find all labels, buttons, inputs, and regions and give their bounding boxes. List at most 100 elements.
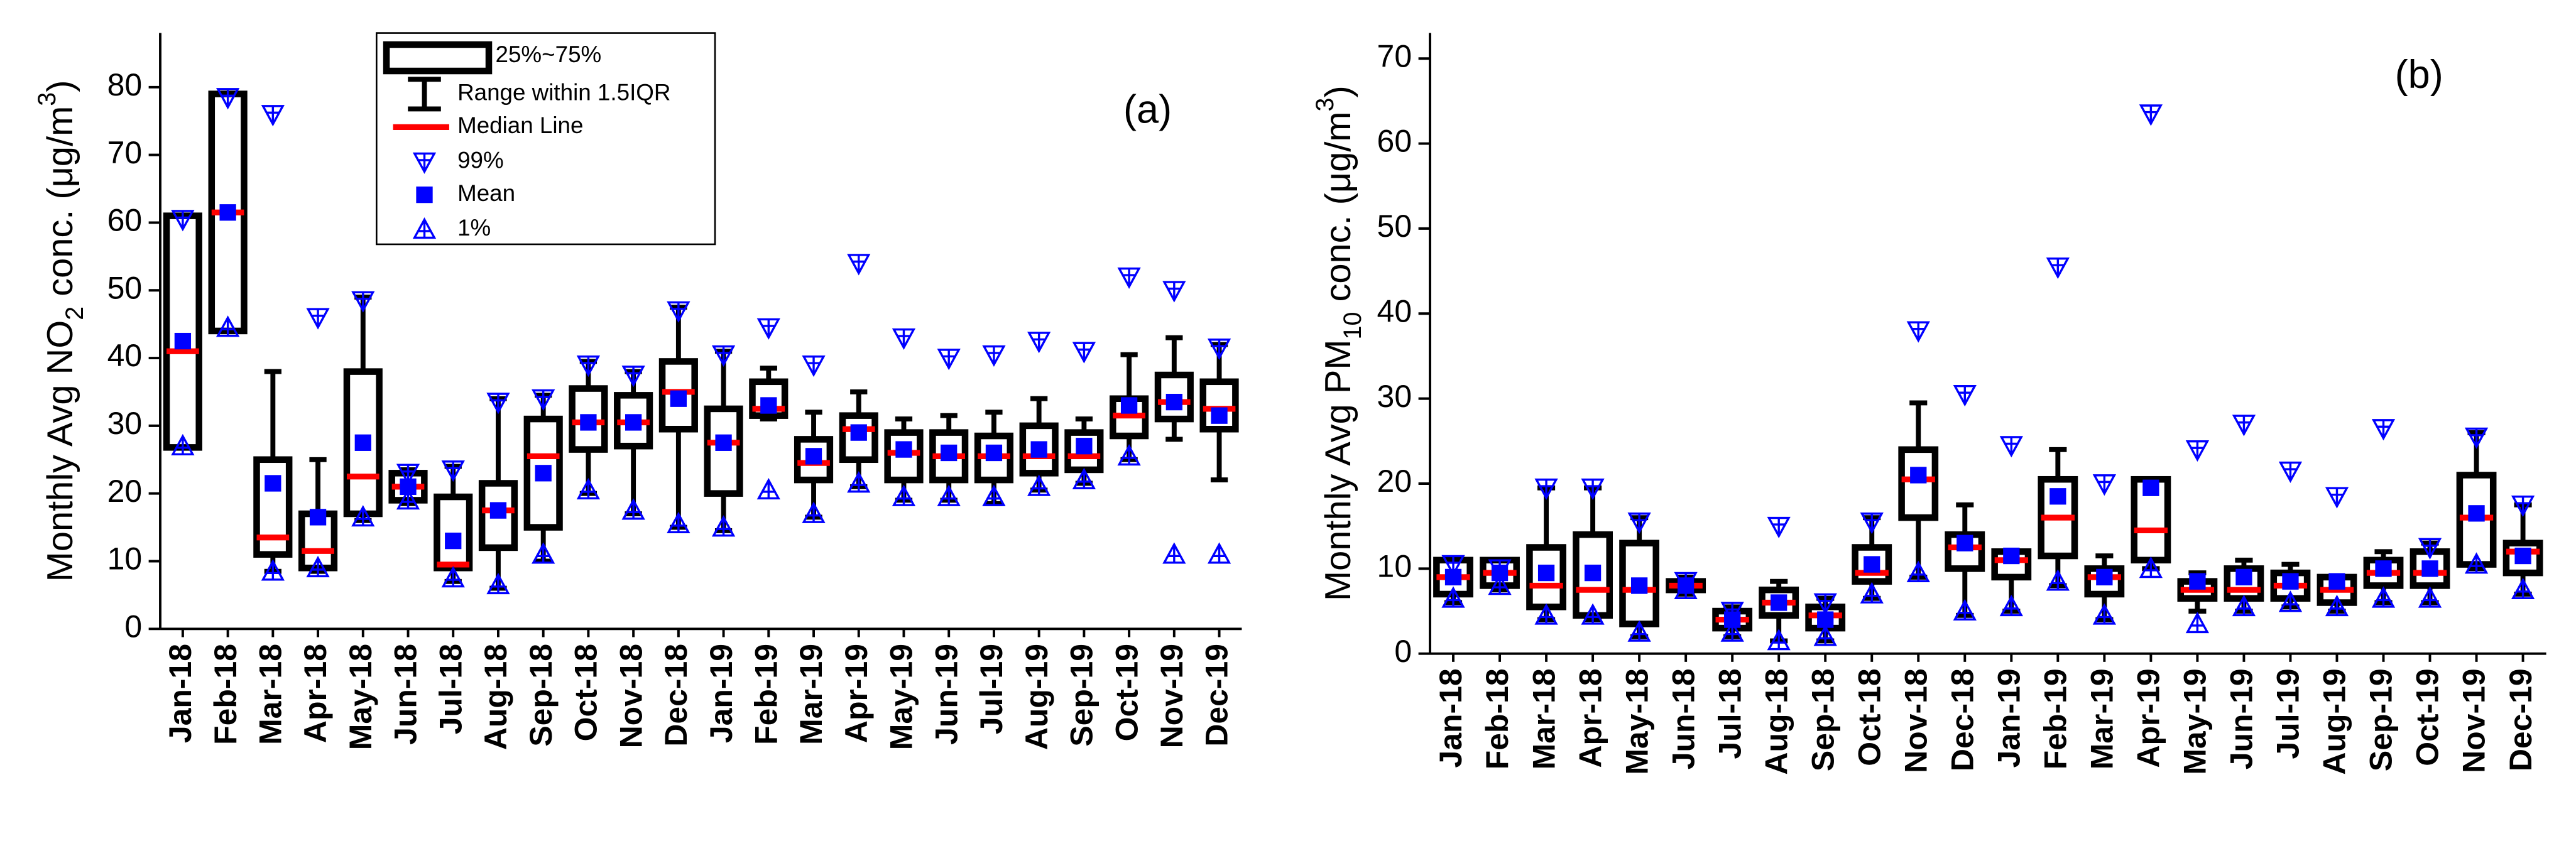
mean-marker (670, 390, 687, 407)
p1-marker (1072, 467, 1096, 489)
mean-marker (2514, 547, 2531, 565)
p99-marker (1027, 332, 1051, 354)
p1-marker (171, 433, 195, 456)
mean-marker (2049, 488, 2066, 505)
x-tick-label: Jan-18 (163, 644, 198, 743)
box (1573, 531, 1613, 619)
x-tick-label: Dec-19 (2503, 668, 2538, 771)
p99-marker (486, 393, 510, 415)
x-tick-label: Oct-18 (1852, 668, 1887, 766)
mean-marker (2328, 573, 2345, 590)
y-axis-label-part: conc. (μg/m (1318, 111, 1358, 312)
y-axis-label: Monthly Avg NO2 conc. (μg/m3) (33, 80, 89, 582)
p1-marker (2511, 577, 2535, 600)
mean-marker (2235, 568, 2252, 586)
mean-marker (2142, 479, 2159, 496)
p99-marker (1813, 593, 1837, 615)
box (434, 493, 473, 572)
x-tick-label: Oct-18 (569, 644, 604, 741)
p99-marker (2232, 415, 2256, 437)
x-tick-label: Mar-18 (253, 644, 288, 745)
box (658, 358, 698, 433)
x-tick-label: Jan-19 (1992, 668, 2027, 768)
mean-marker (2189, 573, 2206, 590)
mean-marker (580, 414, 597, 431)
x-tick-label: Sep-18 (1805, 668, 1840, 771)
p99-marker (441, 460, 465, 482)
p99-marker (802, 355, 826, 377)
x-tick-label: Dec-19 (1199, 644, 1235, 747)
mean-marker (2096, 568, 2113, 586)
box (163, 212, 202, 451)
p99-marker (1581, 478, 1605, 501)
p1-marker (1027, 474, 1051, 496)
x-tick-label: Apr-18 (1573, 668, 1608, 768)
mean-marker (1076, 438, 1093, 455)
y-axis-label-part: conc. (μg/m (40, 106, 80, 307)
legend-label: 25%~75% (496, 41, 602, 67)
mean-marker (489, 502, 507, 519)
y-tick-label: 40 (1377, 293, 1412, 328)
x-tick-label: Jan-18 (1433, 668, 1468, 768)
mean-marker (2003, 547, 2020, 565)
p1-marker (576, 477, 601, 500)
p99-marker (1072, 342, 1096, 364)
x-tick-label: Apr-18 (298, 644, 333, 743)
p1-marker (2139, 556, 2163, 578)
p1-marker (2325, 594, 2349, 617)
p1-marker (1860, 582, 1884, 604)
p1-marker (847, 471, 871, 493)
mean-marker (1537, 564, 1555, 582)
p1-marker (261, 559, 285, 581)
legend-box-icon (383, 41, 493, 75)
mean-marker (805, 448, 822, 465)
p1-marker (711, 515, 736, 537)
y-axis-label-part: ) (1318, 85, 1358, 97)
x-tick-label: Aug-19 (1019, 644, 1054, 750)
y-tick-label: 20 (1377, 464, 1412, 499)
mean-marker (1444, 568, 1462, 586)
p99-marker (351, 291, 375, 313)
x-tick-label: Nov-19 (1154, 644, 1189, 748)
p1-marker (532, 542, 555, 564)
x-tick-label: Jul-19 (974, 644, 1009, 734)
p1-marker (2092, 603, 2117, 625)
x-tick-label: May-18 (1619, 668, 1654, 774)
mean-marker (1957, 534, 1973, 551)
x-tick-label: Aug-19 (2317, 668, 2352, 774)
x-tick-label: Dec-18 (1945, 668, 1980, 771)
p99-marker (532, 389, 555, 411)
p1-marker (937, 484, 961, 506)
legend-label: 1% (457, 215, 491, 241)
x-tick-label: May-19 (884, 644, 919, 750)
mean-marker (1030, 441, 1047, 458)
y-axis-label-part: 3 (1312, 98, 1340, 112)
y-tick-label: 30 (1377, 379, 1412, 414)
mean-marker (2375, 560, 2392, 577)
x-tick-label: Jun-19 (2224, 668, 2259, 769)
p99-marker (621, 366, 645, 388)
p99-marker (847, 254, 871, 276)
legend-label: Median Line (457, 112, 583, 138)
p99-marker (1953, 385, 1977, 407)
box (1019, 422, 1059, 477)
mean-marker (1584, 564, 1602, 582)
mean-marker (850, 424, 867, 441)
x-tick-label: Sep-19 (2364, 668, 2399, 771)
p1-marker (2278, 590, 2303, 612)
x-tick-label: Feb-19 (2038, 668, 2073, 769)
y-tick-label: 0 (124, 609, 142, 644)
mean-marker (174, 332, 192, 350)
y-tick-label: 10 (1377, 549, 1412, 584)
y-tick-label: 50 (1377, 209, 1412, 244)
x-tick-label: Oct-19 (1109, 644, 1144, 741)
p99-marker (171, 210, 195, 232)
x-tick-label: Mar-18 (1526, 668, 1561, 769)
p99-marker (667, 301, 690, 323)
mean-marker (219, 204, 236, 221)
p99-marker (1627, 513, 1651, 534)
p99-marker (261, 105, 285, 127)
mean-marker (895, 441, 912, 458)
y-axis-label: Monthly Avg PM10 conc. (μg/m3) (1312, 85, 1367, 601)
